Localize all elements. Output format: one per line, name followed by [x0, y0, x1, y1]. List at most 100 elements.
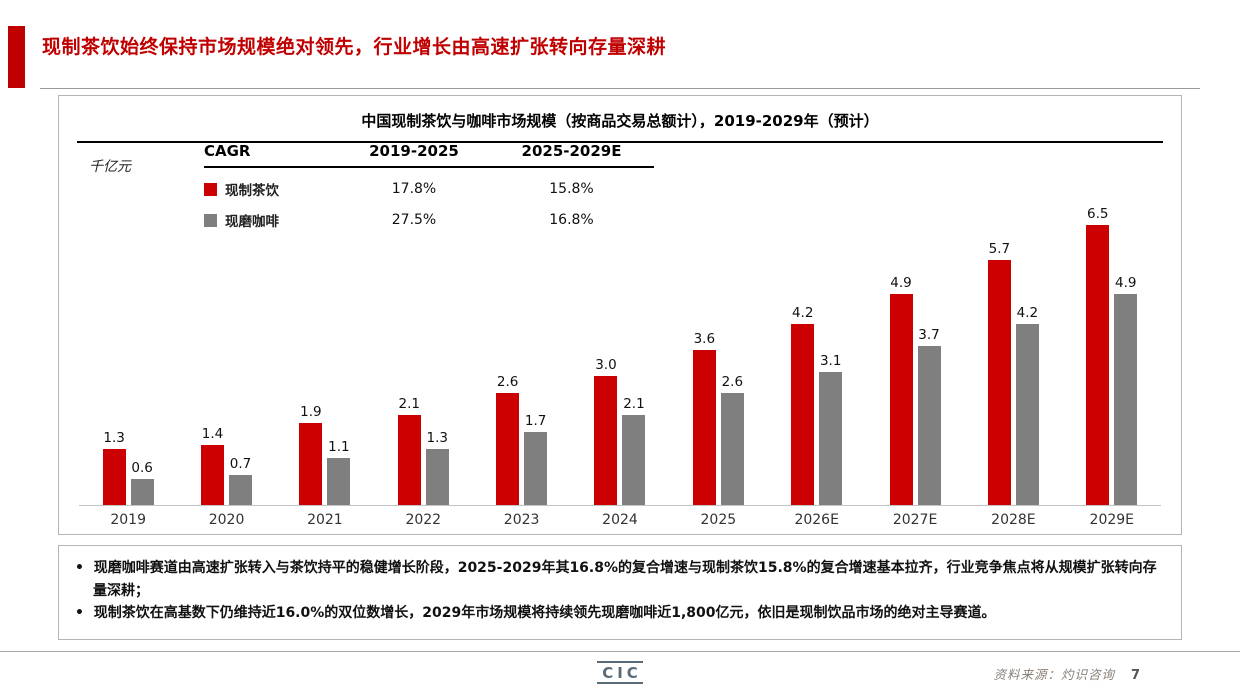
bar-wrap: 1.9: [299, 404, 323, 505]
header-divider: [40, 88, 1200, 89]
legend-label: 现制茶饮: [225, 183, 279, 199]
bar-现制茶饮-2027E: [889, 294, 913, 505]
bar-现磨咖啡-2021: [327, 458, 351, 505]
y-axis-unit-label: 千亿元: [89, 159, 131, 175]
bar-value-label: 2.1: [398, 396, 420, 412]
bar-value-label: 6.5: [1087, 206, 1109, 222]
legend-row-tea: 现制茶饮 17.8% 15.8%: [204, 179, 654, 199]
cagr-period-2: 2025-2029E: [521, 142, 622, 160]
bar-wrap: 4.9: [889, 275, 913, 505]
bar-wrap: 4.2: [791, 305, 815, 505]
bar-现磨咖啡-2023: [524, 432, 548, 505]
bar-现制茶饮-2024: [594, 376, 618, 505]
chart-title: 中国现制茶饮与咖啡市场规模（按商品交易总额计），2019-2029年（预计）: [361, 112, 879, 130]
bar-group-2026E: 4.2 3.1 2026E: [767, 204, 866, 528]
bar-wrap: 3.7: [917, 327, 941, 505]
legend-label: 现磨咖啡: [225, 214, 279, 230]
bar-value-label: 1.7: [524, 413, 547, 429]
bar-wrap: 4.9: [1114, 275, 1138, 505]
bar-group-2020: 1.4 0.7 2020: [177, 204, 276, 528]
bar-pair: 3.0 2.1: [570, 204, 670, 506]
source-note: 资料来源：灼识咨询: [993, 668, 1115, 682]
legend-row-coffee: 现磨咖啡 27.5% 16.8%: [204, 210, 654, 230]
chart-panel: 中国现制茶饮与咖啡市场规模（按商品交易总额计），2019-2029年（预计） 千…: [58, 95, 1182, 535]
bar-value-label: 4.9: [1115, 275, 1137, 291]
bar-现制茶饮-2029E: [1086, 225, 1110, 505]
page-number: 7: [1130, 668, 1140, 683]
bar-wrap: 1.4: [201, 426, 225, 505]
bar-现制茶饮-2028E: [987, 260, 1011, 505]
bar-wrap: 2.6: [720, 374, 744, 505]
bar-value-label: 0.6: [131, 460, 153, 476]
notes-list: 现磨咖啡赛道由高速扩张转入与茶饮持平的稳健增长阶段，2025-2029年其16.…: [75, 557, 1165, 625]
bar-pair: 3.6 2.6: [669, 204, 768, 506]
cagr-period-1: 2019-2025: [369, 142, 459, 160]
bar-现磨咖啡-2020: [229, 475, 253, 505]
note-bullet: 现磨咖啡赛道由高速扩张转入与茶饮持平的稳健增长阶段，2025-2029年其16.…: [75, 557, 1165, 602]
bar-现磨咖啡-2022: [425, 449, 449, 505]
bar-value-label: 1.3: [103, 430, 125, 446]
bar-pair: 2.1 1.3: [374, 204, 473, 506]
bar-group-2025: 3.6 2.6 2025: [669, 204, 768, 528]
bar-value-label: 3.0: [595, 357, 617, 373]
bar-现制茶饮-2026E: [791, 324, 815, 505]
bar-value-label: 0.7: [229, 456, 252, 472]
bar-value-label: 4.2: [1016, 305, 1039, 321]
bar-value-label: 2.6: [721, 374, 744, 390]
x-axis-category-label: 2023: [503, 512, 540, 528]
note-bullet: 现制茶饮在高基数下仍维持近16.0%的双位数增长，2029年市场规模将持续领先现…: [75, 602, 1165, 625]
coffee-cagr-2025-2029: 16.8%: [549, 212, 594, 228]
cic-logo: CIC: [597, 661, 643, 684]
x-axis-category-label: 2026E: [794, 512, 839, 528]
bar-现磨咖啡-2019: [130, 479, 154, 505]
page-title: 现制茶饮始终保持市场规模绝对领先，行业增长由高速扩张转向存量深耕: [42, 36, 667, 58]
cic-logo-text: CIC: [602, 664, 642, 682]
bar-pair: 1.9 1.1: [275, 204, 375, 506]
coffee-legend-swatch-icon: [204, 213, 217, 227]
bar-现制茶饮-2025: [692, 350, 716, 505]
bar-value-label: 1.3: [426, 430, 448, 446]
bar-wrap: 6.5: [1086, 206, 1110, 505]
bar-wrap: 3.6: [692, 331, 716, 505]
cagr-header-row: CAGR 2019-2025 2025-2029E: [204, 142, 654, 168]
cic-logo-top-line: [597, 661, 643, 663]
cic-logo-bottom-line: [597, 682, 643, 684]
x-axis-category-label: 2024: [602, 512, 638, 528]
bar-wrap: 1.7: [524, 413, 548, 505]
bar-wrap: 1.1: [327, 439, 351, 505]
bar-group-2029E: 6.5 4.9 2029E: [1062, 204, 1161, 528]
title-accent-bar: [8, 26, 25, 88]
bar-现磨咖啡-2026E: [819, 372, 843, 505]
bar-现制茶饮-2020: [201, 445, 225, 505]
bar-wrap: 0.6: [130, 460, 154, 505]
x-axis-category-label: 2029E: [1089, 512, 1135, 528]
x-axis-category-label: 2022: [405, 512, 442, 528]
bar-value-label: 1.9: [300, 404, 322, 420]
bar-value-label: 5.7: [988, 241, 1011, 257]
coffee-cagr-2019-2025: 27.5%: [391, 212, 437, 228]
bar-value-label: 2.1: [623, 396, 645, 412]
bar-现制茶饮-2021: [299, 423, 323, 505]
bar-wrap: 1.3: [425, 430, 449, 505]
bar-现制茶饮-2019: [102, 449, 126, 505]
bar-wrap: 1.3: [102, 430, 126, 505]
bar-value-label: 4.9: [890, 275, 912, 291]
bar-现磨咖啡-2028E: [1015, 324, 1039, 505]
bar-group-2022: 2.1 1.3 2022: [374, 204, 473, 528]
bar-wrap: 3.0: [594, 357, 618, 505]
cagr-header-label: CAGR: [204, 142, 251, 160]
x-axis-category-label: 2028E: [991, 512, 1036, 528]
tea-cagr-2019-2025: 17.8%: [391, 181, 437, 197]
x-axis-category-label: 2019: [110, 512, 146, 528]
bar-pair: 1.4 0.7: [177, 204, 276, 506]
bar-pair: 5.7 4.2: [964, 204, 1063, 506]
bar-pair: 2.6 1.7: [472, 204, 571, 506]
bar-value-label: 2.6: [496, 374, 519, 390]
bar-wrap: 2.1: [397, 396, 421, 505]
bar-现磨咖啡-2025: [720, 393, 744, 505]
bar-wrap: 4.2: [1015, 305, 1039, 505]
bar-pair: 6.5 4.9: [1062, 204, 1161, 506]
bar-现磨咖啡-2027E: [917, 346, 941, 505]
x-axis-category-label: 2021: [307, 512, 343, 528]
